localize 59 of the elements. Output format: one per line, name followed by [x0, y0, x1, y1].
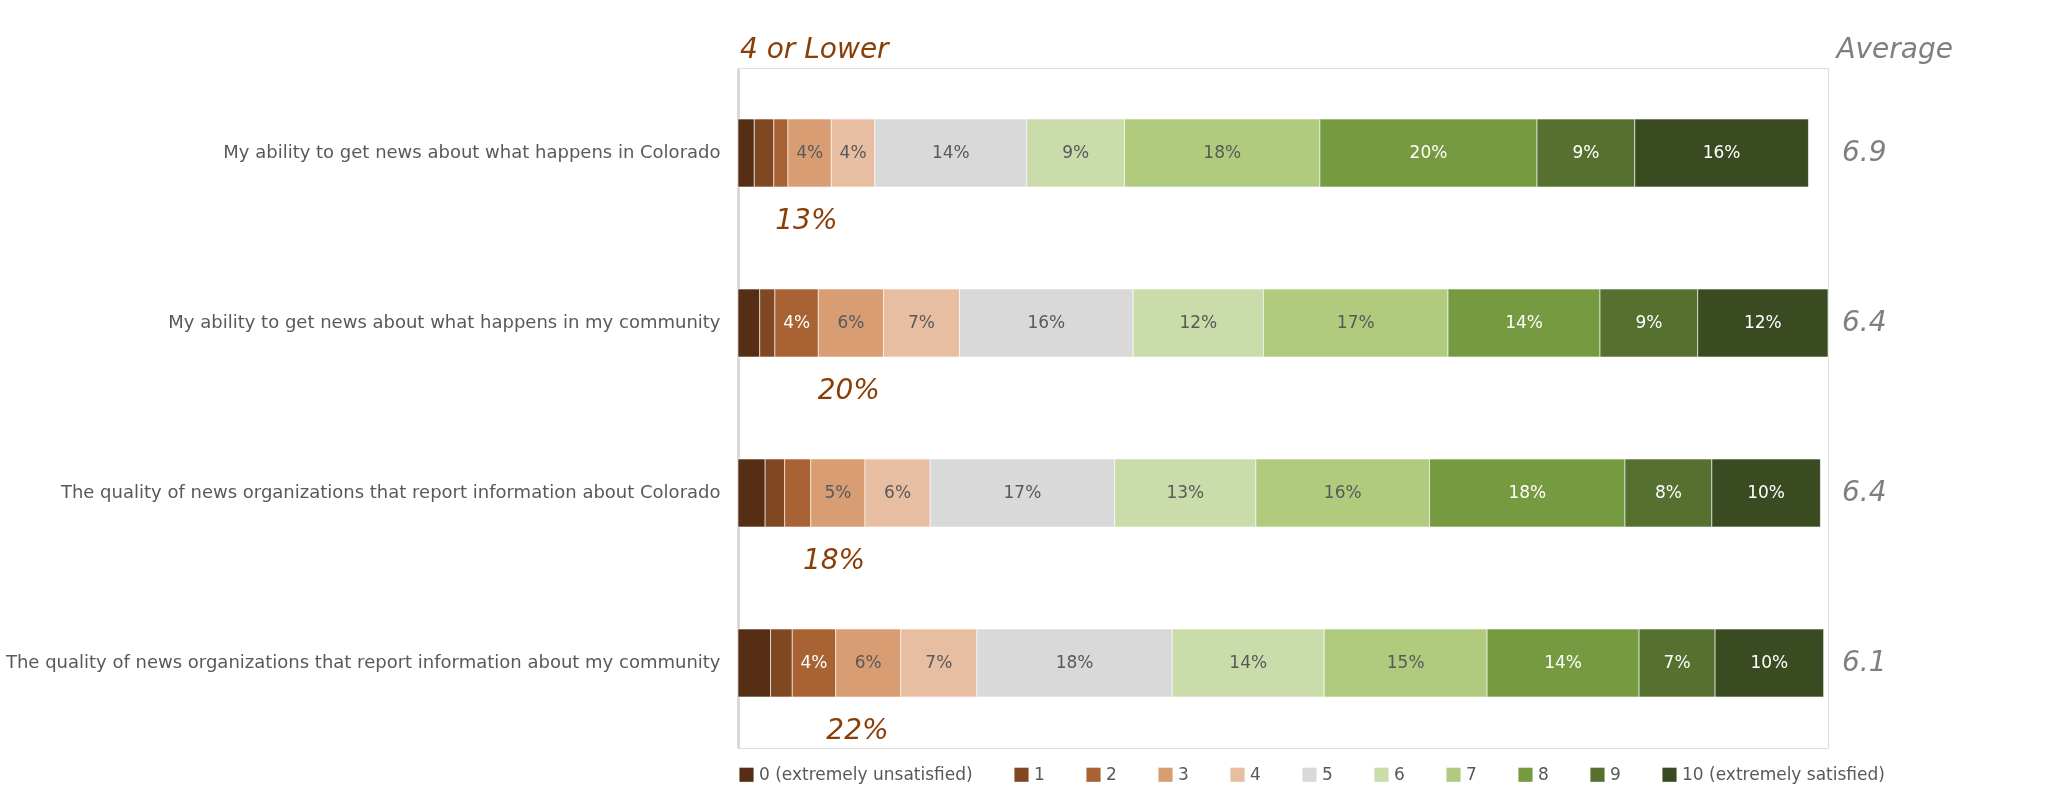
- data-label: 9%: [1572, 142, 1600, 162]
- data-label: 4%: [800, 652, 828, 672]
- legend-label: 10 (extremely satisfied): [1682, 763, 1885, 784]
- text: 6.4: [1842, 475, 1887, 508]
- data-label: 17%: [1003, 482, 1042, 502]
- y-tick-label: My ability to get news about what happens in Colorado: [223, 141, 721, 162]
- legend-label: 8: [1538, 763, 1549, 784]
- legend-label: 1: [1034, 763, 1045, 784]
- legend-label: 9: [1610, 763, 1621, 784]
- data-label: 14%: [1505, 312, 1543, 332]
- data-label: 4%: [783, 312, 811, 332]
- data-label: 12%: [1179, 312, 1218, 332]
- text: 6.1: [1842, 645, 1887, 678]
- data-label: 14%: [931, 142, 970, 162]
- data-label: 20%: [1409, 142, 1448, 162]
- data-label: 12%: [1743, 312, 1782, 332]
- data-label: 16%: [1323, 482, 1362, 502]
- data-label: 5%: [824, 482, 852, 502]
- annotation: 13%: [775, 203, 838, 236]
- data-label: 7%: [907, 312, 935, 332]
- data-label: 9%: [1062, 142, 1090, 162]
- y-tick-label: The quality of news organizations that report information about my community: [4, 651, 721, 672]
- text: 4 or Lower: [740, 32, 891, 65]
- data-label: 16%: [1027, 312, 1066, 332]
- data-label: 18%: [1203, 142, 1242, 162]
- data-label: 8%: [1654, 482, 1682, 502]
- text: Average: [1834, 32, 1953, 65]
- data-label: 10%: [1747, 482, 1786, 502]
- data-label: 4%: [839, 142, 867, 162]
- data-label: 9%: [1635, 312, 1663, 332]
- data-label: 6%: [854, 652, 882, 672]
- data-label: 10%: [1750, 652, 1789, 672]
- data-label: 15%: [1386, 652, 1425, 672]
- annotation: 20%: [817, 373, 880, 406]
- legend-label: 5: [1322, 763, 1333, 784]
- text: 6.9: [1842, 135, 1887, 168]
- data-label: 6%: [884, 482, 912, 502]
- legend-label: 0 (extremely unsatisfied): [759, 763, 973, 784]
- y-tick-label: My ability to get news about what happens in my community: [168, 311, 721, 332]
- legend-label: 3: [1178, 763, 1189, 784]
- data-label: 14%: [1544, 652, 1582, 672]
- y-tick-label: The quality of news organizations that report information about Colorado: [59, 481, 721, 502]
- data-label: 6%: [837, 312, 865, 332]
- legend-label: 6: [1394, 763, 1405, 784]
- data-label: 17%: [1336, 312, 1375, 332]
- legend-label: 4: [1250, 763, 1261, 784]
- data-label: 4%: [796, 142, 824, 162]
- data-label: 18%: [1055, 652, 1094, 672]
- annotation: 18%: [802, 543, 866, 576]
- data-label: 13%: [1166, 482, 1205, 502]
- data-label: 16%: [1702, 142, 1741, 162]
- annotation: 22%: [826, 713, 889, 746]
- data-label: 18%: [1508, 482, 1547, 502]
- text: 6.4: [1842, 305, 1887, 338]
- data-label: 14%: [1229, 652, 1268, 672]
- legend-label: 2: [1106, 763, 1117, 784]
- data-label: 7%: [925, 652, 953, 672]
- legend-label: 7: [1466, 763, 1477, 784]
- data-label: 7%: [1663, 652, 1691, 672]
